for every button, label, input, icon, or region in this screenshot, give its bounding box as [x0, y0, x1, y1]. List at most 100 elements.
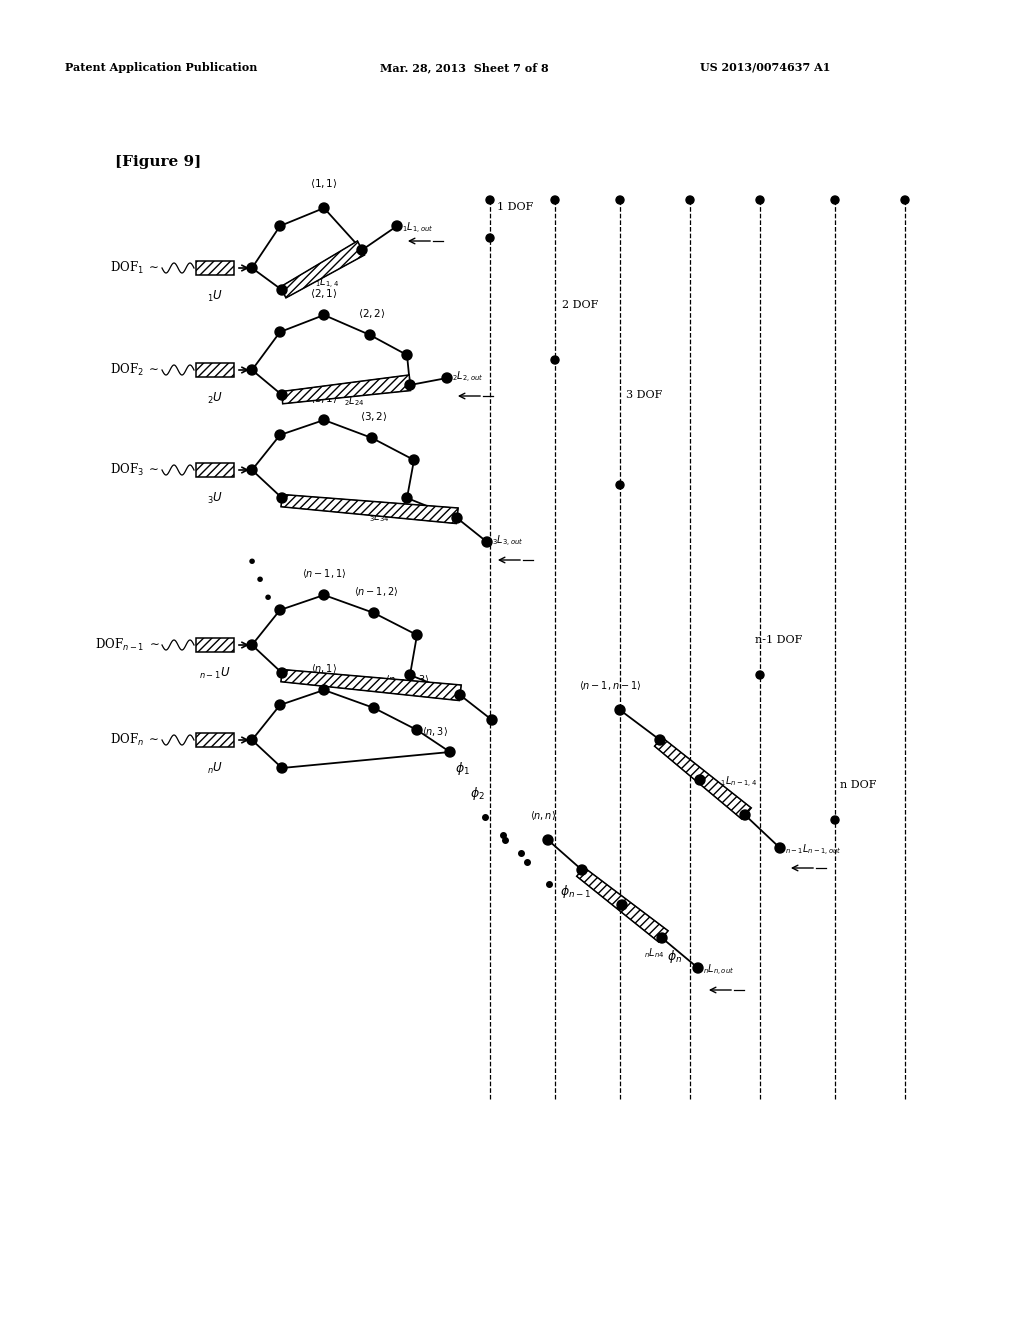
Bar [196, 463, 234, 477]
Circle shape [831, 195, 839, 205]
Text: $\bullet$: $\bullet$ [260, 586, 271, 606]
Text: DOF$_{n-1}$ $\sim$: DOF$_{n-1}$ $\sim$ [95, 638, 160, 653]
Text: $\phi_2$: $\phi_2$ [470, 785, 484, 803]
Circle shape [275, 700, 285, 710]
Text: $_3L_{3,out}$: $_3L_{3,out}$ [492, 533, 523, 549]
Circle shape [452, 513, 462, 523]
Circle shape [392, 220, 402, 231]
Circle shape [482, 537, 492, 546]
Circle shape [365, 330, 375, 341]
Text: $\phi_1$: $\phi_1$ [455, 760, 470, 777]
Circle shape [278, 668, 287, 678]
Text: $_nU$: $_nU$ [207, 762, 223, 776]
Circle shape [402, 492, 412, 503]
Circle shape [319, 310, 329, 319]
Circle shape [369, 609, 379, 618]
Circle shape [319, 414, 329, 425]
Circle shape [695, 775, 705, 785]
Circle shape [247, 735, 257, 744]
Bar [196, 363, 234, 378]
Circle shape [831, 816, 839, 824]
Text: US 2013/0074637 A1: US 2013/0074637 A1 [700, 62, 830, 73]
Circle shape [357, 246, 367, 255]
Text: $_nL_{n4}$: $_nL_{n4}$ [644, 946, 665, 960]
Text: $_nL_{n,out}$: $_nL_{n,out}$ [703, 962, 734, 978]
Circle shape [756, 195, 764, 205]
Text: $_1U$: $_1U$ [207, 289, 223, 304]
Text: DOF$_3$ $\sim$: DOF$_3$ $\sim$ [111, 462, 160, 478]
Text: $\langle n-1,1\rangle$: $\langle n-1,1\rangle$ [302, 568, 346, 579]
Text: [Figure 9]: [Figure 9] [115, 154, 202, 169]
Bar [196, 261, 234, 275]
Circle shape [740, 810, 750, 820]
Bar [196, 638, 234, 652]
Bar [196, 463, 234, 477]
Bar [196, 638, 234, 652]
Circle shape [657, 933, 667, 942]
Text: 3 DOF: 3 DOF [626, 389, 663, 400]
Polygon shape [281, 242, 365, 298]
Text: $\langle 2,2\rangle$: $\langle 2,2\rangle$ [358, 308, 386, 319]
Text: DOF$_1$ $\sim$: DOF$_1$ $\sim$ [111, 260, 160, 276]
Circle shape [551, 195, 559, 205]
Circle shape [278, 285, 287, 294]
Circle shape [275, 220, 285, 231]
Text: $\langle n-1,n-1\rangle$: $\langle n-1,n-1\rangle$ [579, 678, 641, 692]
Circle shape [412, 630, 422, 640]
Circle shape [319, 685, 329, 696]
Text: $\bullet$: $\bullet$ [253, 569, 263, 587]
Bar [196, 733, 234, 747]
Text: $\langle 2,1\rangle$: $\langle 2,1\rangle$ [310, 286, 338, 300]
Circle shape [616, 195, 624, 205]
Text: $_{n-1}U$: $_{n-1}U$ [200, 667, 230, 681]
Circle shape [543, 836, 553, 845]
Text: $_1L_{1,out}$: $_1L_{1,out}$ [402, 220, 433, 236]
Text: $_3U$: $_3U$ [207, 491, 223, 506]
Text: $\langle n,n\rangle$: $\langle n,n\rangle$ [530, 809, 556, 822]
Circle shape [486, 234, 494, 242]
Text: DOF$_n$ $\sim$: DOF$_n$ $\sim$ [111, 733, 160, 748]
Circle shape [402, 350, 412, 360]
Text: $\langle 3,2\rangle$: $\langle 3,2\rangle$ [360, 411, 388, 422]
Polygon shape [654, 738, 752, 818]
Text: n-1 DOF: n-1 DOF [755, 635, 803, 645]
Polygon shape [577, 867, 668, 942]
Text: 2 DOF: 2 DOF [562, 300, 598, 310]
Bar [196, 261, 234, 275]
Text: $_2L_{24}$: $_2L_{24}$ [344, 393, 365, 408]
Text: $\langle 3,1\rangle$: $\langle 3,1\rangle$ [310, 392, 338, 405]
Text: DOF$_2$ $\sim$: DOF$_2$ $\sim$ [111, 362, 160, 378]
Circle shape [406, 671, 415, 680]
Circle shape [406, 380, 415, 389]
Circle shape [275, 605, 285, 615]
Circle shape [551, 356, 559, 364]
Text: $\langle 3,3\rangle$: $\langle 3,3\rangle$ [379, 503, 407, 516]
Circle shape [615, 705, 625, 715]
Circle shape [319, 590, 329, 601]
Text: $\phi_{n-1}$: $\phi_{n-1}$ [560, 883, 591, 900]
Polygon shape [282, 375, 411, 404]
Text: Patent Application Publication: Patent Application Publication [65, 62, 257, 73]
Circle shape [278, 492, 287, 503]
Circle shape [486, 195, 494, 205]
Circle shape [278, 389, 287, 400]
Circle shape [367, 433, 377, 444]
Circle shape [369, 704, 379, 713]
Circle shape [445, 747, 455, 756]
Text: $_2U$: $_2U$ [207, 391, 223, 407]
Circle shape [409, 455, 419, 465]
Circle shape [577, 865, 587, 875]
Circle shape [247, 263, 257, 273]
Circle shape [756, 671, 764, 678]
Circle shape [455, 690, 465, 700]
Text: n DOF: n DOF [840, 780, 877, 789]
Text: $\langle n,2\rangle$: $\langle n,2\rangle$ [362, 680, 389, 693]
Text: $_{n-1}L_{n-1,4}$: $_{n-1}L_{n-1,4}$ [708, 775, 758, 789]
Text: $_{n-1}L_{n-1,out}$: $_{n-1}L_{n-1,out}$ [785, 842, 842, 858]
Circle shape [442, 374, 452, 383]
Circle shape [686, 195, 694, 205]
Text: 1 DOF: 1 DOF [497, 202, 534, 213]
Text: $\phi_n$: $\phi_n$ [667, 948, 682, 965]
Text: $\bullet$: $\bullet$ [245, 550, 255, 569]
Polygon shape [281, 495, 458, 524]
